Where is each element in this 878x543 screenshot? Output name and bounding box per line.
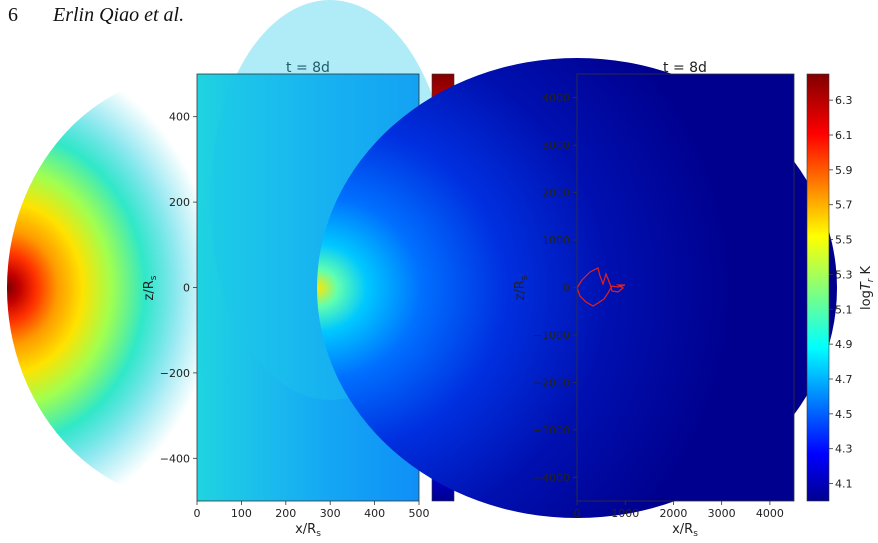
right-y-tick-label: −2000: [533, 376, 570, 389]
right-colorbar-tick-label: 4.7: [835, 373, 853, 386]
right-colorbar-tick-label: 4.3: [835, 443, 853, 456]
left-x-tick-label: 100: [231, 507, 252, 520]
right-contour: [576, 267, 626, 307]
right-colorbar-tick-label: 5.7: [835, 199, 853, 212]
page-number: 6: [8, 4, 18, 26]
right-colorbar-tick-label: 4.9: [835, 338, 853, 351]
right-colorbar-tick-label: 5.9: [835, 164, 853, 177]
left-x-tick-label: 500: [409, 507, 430, 520]
left-title: t = 8d: [286, 60, 330, 76]
right-y-axis: 4000 3000 2000 1000 0 −1000 −2000 −3000 −4000: [533, 92, 577, 484]
right-x-label: x/Rs: [672, 522, 698, 539]
left-x-tick-label: 300: [320, 507, 341, 520]
right-x-tick-label: 0: [574, 507, 581, 520]
right-colorbar-tick-label: 6.3: [835, 94, 853, 107]
right-y-tick-label: −4000: [533, 471, 570, 484]
right-colorbar-tick-label: 5.5: [835, 234, 853, 247]
left-y-tick-label: −400: [160, 452, 190, 465]
left-x-tick-label: 400: [364, 507, 385, 520]
right-y-tick-label: 0: [563, 282, 570, 295]
right-colorbar: [807, 74, 829, 501]
right-y-tick-label: 2000: [542, 187, 570, 200]
left-y-label: z/Rs: [142, 275, 159, 300]
right-y-tick-label: 3000: [542, 139, 570, 152]
left-y-axis: 400 200 0 −200 −400: [160, 111, 197, 465]
right-x-tick-label: 4000: [756, 507, 784, 520]
left-x-tick-label: 0: [194, 507, 201, 520]
right-y-tick-label: 4000: [542, 92, 570, 105]
right-y-tick-label: −3000: [533, 424, 570, 437]
right-colorbar-tick-label: 4.1: [835, 478, 853, 491]
running-head: Erlin Qiao et al.: [53, 4, 185, 26]
left-y-tick-label: −200: [160, 367, 190, 380]
right-x-axis: 0 1000 2000 3000 4000: [574, 501, 784, 520]
left-y-tick-label: 400: [169, 111, 190, 124]
right-y-tick-label: 1000: [542, 234, 570, 247]
right-colorbar-tick-label: 6.1: [835, 129, 853, 142]
left-x-axis: 0 100 200 300 400 500: [194, 501, 430, 520]
right-x-tick-label: 3000: [708, 507, 736, 520]
page-header: 6 Erlin Qiao et al.: [8, 4, 184, 27]
right-colorbar-tick-label: 5.3: [835, 268, 853, 281]
left-y-tick-label: 0: [183, 282, 190, 295]
left-x-tick-label: 200: [275, 507, 296, 520]
panel-right: t = 8d 40003000200010000−1000−2000−3000−…: [317, 58, 876, 539]
right-y-label: z/Rs: [513, 275, 530, 300]
right-colorbar-tick-label: 4.5: [835, 408, 853, 421]
left-x-label: x/Rs: [295, 522, 321, 539]
right-colorbar-ticks: 6.3 6.1 5.9 5.7 5.5 5.3 5.1 4.9 4.7 4.5 4.3 4.1: [829, 94, 853, 491]
right-x-tick-label: 1000: [611, 507, 639, 520]
right-title: t = 8d: [663, 60, 707, 76]
left-y-tick-label: 200: [169, 196, 190, 209]
right-colorbar-label: logTrK: [859, 266, 876, 310]
right-y-tick-label: −1000: [533, 329, 570, 342]
right-x-tick-label: 2000: [659, 507, 687, 520]
right-colorbar-tick-label: 5.1: [835, 303, 853, 316]
